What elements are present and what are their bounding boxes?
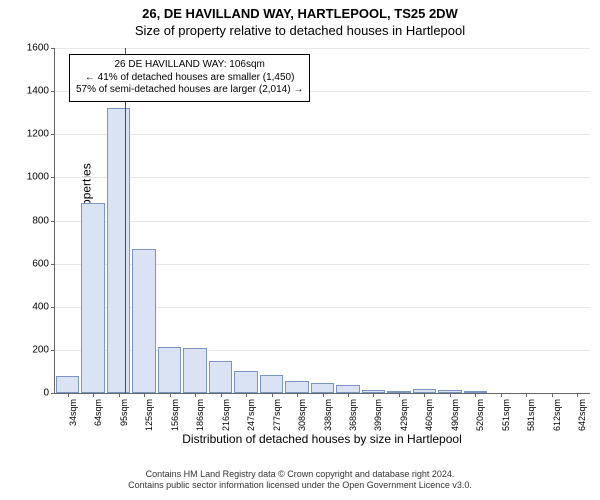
xtick-label: 642sqm — [577, 399, 587, 431]
ytick-label: 400 — [32, 301, 55, 312]
xtick-label: 399sqm — [373, 399, 383, 431]
xtick-label: 490sqm — [450, 399, 460, 431]
histogram-bar — [56, 376, 79, 393]
xtick-label: 612sqm — [552, 399, 562, 431]
chart-title-sub: Size of property relative to detached ho… — [0, 21, 600, 38]
xtick-mark — [475, 393, 476, 397]
x-axis-label: Distribution of detached houses by size … — [54, 432, 590, 446]
xtick-label: 247sqm — [246, 399, 256, 431]
xtick-mark — [373, 393, 374, 397]
ytick-label: 1000 — [27, 172, 55, 183]
grid-line — [55, 134, 590, 135]
xtick-label: 338sqm — [323, 399, 333, 431]
ytick-label: 200 — [32, 344, 55, 355]
xtick-mark — [450, 393, 451, 397]
histogram-bar — [285, 381, 308, 393]
histogram-bar — [209, 361, 232, 393]
xtick-label: 216sqm — [221, 399, 231, 431]
xtick-mark — [501, 393, 502, 397]
xtick-mark — [297, 393, 298, 397]
xtick-label: 551sqm — [501, 399, 511, 431]
xtick-label: 581sqm — [526, 399, 536, 431]
xtick-mark — [323, 393, 324, 397]
xtick-label: 460sqm — [424, 399, 434, 431]
footer-line1: Contains HM Land Registry data © Crown c… — [8, 469, 592, 481]
xtick-mark — [144, 393, 145, 397]
xtick-label: 64sqm — [93, 399, 103, 426]
histogram-bar — [234, 371, 257, 393]
xtick-mark — [68, 393, 69, 397]
ytick-label: 800 — [32, 215, 55, 226]
footer-line2: Contains public sector information licen… — [8, 480, 592, 492]
ytick-label: 1600 — [27, 43, 55, 54]
histogram-bar — [183, 348, 206, 393]
xtick-mark — [93, 393, 94, 397]
ytick-label: 1200 — [27, 129, 55, 140]
annotation-line2: ← 41% of detached houses are smaller (1,… — [76, 72, 303, 85]
histogram-bar — [311, 383, 334, 393]
xtick-mark — [221, 393, 222, 397]
xtick-label: 34sqm — [68, 399, 78, 426]
chart-container: Number of detached properties 0200400600… — [0, 44, 600, 448]
xtick-mark — [424, 393, 425, 397]
xtick-mark — [526, 393, 527, 397]
xtick-mark — [577, 393, 578, 397]
grid-line — [55, 177, 590, 178]
xtick-mark — [195, 393, 196, 397]
xtick-mark — [119, 393, 120, 397]
xtick-mark — [272, 393, 273, 397]
footer: Contains HM Land Registry data © Crown c… — [0, 465, 600, 500]
histogram-bar — [336, 385, 359, 393]
xtick-label: 186sqm — [195, 399, 205, 431]
xtick-label: 277sqm — [272, 399, 282, 431]
annotation-line1: 26 DE HAVILLAND WAY: 106sqm — [76, 59, 303, 72]
histogram-bar — [158, 347, 181, 393]
xtick-mark — [170, 393, 171, 397]
xtick-mark — [552, 393, 553, 397]
xtick-mark — [348, 393, 349, 397]
histogram-bar — [107, 108, 130, 393]
ytick-label: 1400 — [27, 86, 55, 97]
xtick-label: 368sqm — [348, 399, 358, 431]
ytick-label: 600 — [32, 258, 55, 269]
xtick-mark — [246, 393, 247, 397]
grid-line — [55, 221, 590, 222]
histogram-bar — [260, 375, 283, 393]
annotation-line3: 57% of semi-detached houses are larger (… — [76, 84, 303, 97]
xtick-label: 95sqm — [119, 399, 129, 426]
chart-title-address: 26, DE HAVILLAND WAY, HARTLEPOOL, TS25 2… — [0, 0, 600, 21]
ytick-label: 0 — [43, 388, 55, 399]
xtick-label: 308sqm — [297, 399, 307, 431]
xtick-label: 125sqm — [144, 399, 154, 431]
xtick-label: 156sqm — [170, 399, 180, 431]
xtick-mark — [399, 393, 400, 397]
histogram-bar — [81, 203, 104, 393]
grid-line — [55, 48, 590, 49]
xtick-label: 429sqm — [399, 399, 409, 431]
plot-area: 0200400600800100012001400160034sqm64sqm9… — [54, 48, 590, 394]
annotation-box: 26 DE HAVILLAND WAY: 106sqm ← 41% of det… — [69, 54, 310, 102]
xtick-label: 520sqm — [475, 399, 485, 431]
histogram-bar — [132, 249, 155, 393]
